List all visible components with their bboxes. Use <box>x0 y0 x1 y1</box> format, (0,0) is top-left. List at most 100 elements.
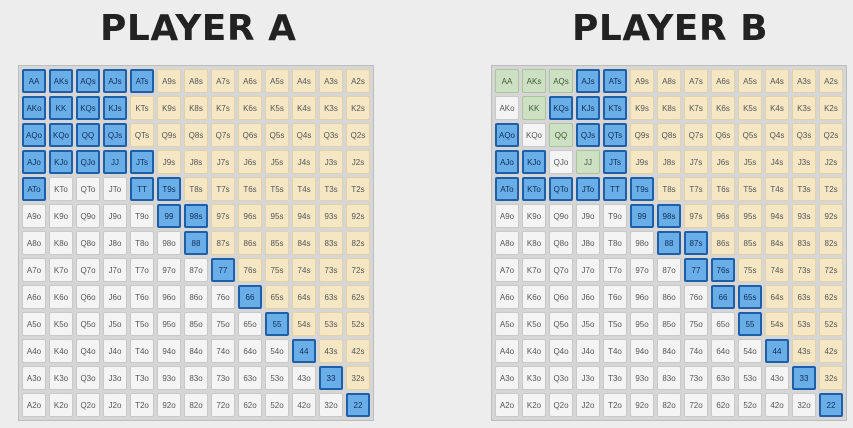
hand-cell-AKs[interactable]: AKs <box>522 69 546 93</box>
hand-cell-84o[interactable]: 84o <box>657 339 681 363</box>
hand-cell-JJ[interactable]: JJ <box>103 150 127 174</box>
hand-cell-T6s[interactable]: T6s <box>238 177 262 201</box>
hand-cell-A5o[interactable]: A5o <box>495 312 519 336</box>
hand-cell-Q3s[interactable]: Q3s <box>319 123 343 147</box>
hand-cell-K3s[interactable]: K3s <box>792 96 816 120</box>
hand-cell-86s[interactable]: 86s <box>711 231 735 255</box>
hand-cell-54s[interactable]: 54s <box>765 312 789 336</box>
hand-cell-KQo[interactable]: KQo <box>49 123 73 147</box>
hand-cell-74s[interactable]: 74s <box>292 258 316 282</box>
hand-cell-T8o[interactable]: T8o <box>130 231 154 255</box>
hand-cell-J7s[interactable]: J7s <box>684 150 708 174</box>
hand-cell-63s[interactable]: 63s <box>319 285 343 309</box>
hand-cell-95o[interactable]: 95o <box>157 312 181 336</box>
hand-cell-66[interactable]: 66 <box>238 285 262 309</box>
hand-cell-K8o[interactable]: K8o <box>522 231 546 255</box>
hand-cell-A9o[interactable]: A9o <box>22 204 46 228</box>
hand-cell-K6o[interactable]: K6o <box>49 285 73 309</box>
hand-cell-T2o[interactable]: T2o <box>603 393 627 417</box>
hand-cell-KQs[interactable]: KQs <box>549 96 573 120</box>
hand-cell-54s[interactable]: 54s <box>292 312 316 336</box>
hand-cell-A4o[interactable]: A4o <box>495 339 519 363</box>
hand-cell-JTs[interactable]: JTs <box>603 150 627 174</box>
hand-cell-J7o[interactable]: J7o <box>103 258 127 282</box>
hand-cell-65o[interactable]: 65o <box>711 312 735 336</box>
hand-cell-AQo[interactable]: AQo <box>22 123 46 147</box>
hand-cell-A9o[interactable]: A9o <box>495 204 519 228</box>
hand-cell-J9o[interactable]: J9o <box>576 204 600 228</box>
hand-cell-KQs[interactable]: KQs <box>76 96 100 120</box>
hand-cell-QTs[interactable]: QTs <box>603 123 627 147</box>
hand-cell-T9o[interactable]: T9o <box>130 204 154 228</box>
hand-cell-65s[interactable]: 65s <box>265 285 289 309</box>
hand-cell-74o[interactable]: 74o <box>211 339 235 363</box>
hand-cell-32s[interactable]: 32s <box>346 366 370 390</box>
hand-cell-KJs[interactable]: KJs <box>103 96 127 120</box>
hand-cell-K8s[interactable]: K8s <box>184 96 208 120</box>
hand-cell-K7s[interactable]: K7s <box>211 96 235 120</box>
hand-cell-KJo[interactable]: KJo <box>49 150 73 174</box>
hand-cell-K9o[interactable]: K9o <box>49 204 73 228</box>
hand-cell-A7o[interactable]: A7o <box>495 258 519 282</box>
hand-cell-J2o[interactable]: J2o <box>103 393 127 417</box>
hand-cell-Q8o[interactable]: Q8o <box>549 231 573 255</box>
hand-cell-K6s[interactable]: K6s <box>238 96 262 120</box>
hand-cell-43o[interactable]: 43o <box>292 366 316 390</box>
hand-cell-Q6o[interactable]: Q6o <box>549 285 573 309</box>
hand-cell-KK[interactable]: KK <box>522 96 546 120</box>
hand-cell-T6o[interactable]: T6o <box>130 285 154 309</box>
hand-cell-93s[interactable]: 93s <box>319 204 343 228</box>
hand-cell-AA[interactable]: AA <box>495 69 519 93</box>
hand-cell-KJs[interactable]: KJs <box>576 96 600 120</box>
hand-cell-K2s[interactable]: K2s <box>819 96 843 120</box>
hand-cell-KTs[interactable]: KTs <box>130 96 154 120</box>
hand-cell-52o[interactable]: 52o <box>265 393 289 417</box>
hand-cell-98o[interactable]: 98o <box>157 231 181 255</box>
hand-cell-K7o[interactable]: K7o <box>49 258 73 282</box>
hand-cell-T4s[interactable]: T4s <box>292 177 316 201</box>
hand-cell-76s[interactable]: 76s <box>238 258 262 282</box>
hand-cell-J3s[interactable]: J3s <box>319 150 343 174</box>
hand-cell-A3s[interactable]: A3s <box>319 69 343 93</box>
hand-cell-96s[interactable]: 96s <box>238 204 262 228</box>
hand-cell-A7s[interactable]: A7s <box>211 69 235 93</box>
hand-cell-AKo[interactable]: AKo <box>22 96 46 120</box>
hand-cell-A2s[interactable]: A2s <box>819 69 843 93</box>
hand-cell-32o[interactable]: 32o <box>792 393 816 417</box>
hand-cell-J2s[interactable]: J2s <box>819 150 843 174</box>
hand-cell-Q4o[interactable]: Q4o <box>549 339 573 363</box>
hand-cell-85o[interactable]: 85o <box>657 312 681 336</box>
hand-cell-97o[interactable]: 97o <box>630 258 654 282</box>
hand-cell-A9s[interactable]: A9s <box>630 69 654 93</box>
hand-cell-94o[interactable]: 94o <box>630 339 654 363</box>
hand-cell-K5s[interactable]: K5s <box>738 96 762 120</box>
hand-cell-J3o[interactable]: J3o <box>103 366 127 390</box>
hand-cell-K9s[interactable]: K9s <box>630 96 654 120</box>
hand-cell-T7s[interactable]: T7s <box>211 177 235 201</box>
hand-cell-KJo[interactable]: KJo <box>522 150 546 174</box>
hand-cell-T8o[interactable]: T8o <box>603 231 627 255</box>
hand-cell-QJo[interactable]: QJo <box>549 150 573 174</box>
hand-cell-J5s[interactable]: J5s <box>265 150 289 174</box>
hand-cell-T2s[interactable]: T2s <box>819 177 843 201</box>
hand-cell-J9s[interactable]: J9s <box>157 150 181 174</box>
hand-cell-42o[interactable]: 42o <box>292 393 316 417</box>
hand-cell-53o[interactable]: 53o <box>265 366 289 390</box>
hand-cell-99[interactable]: 99 <box>630 204 654 228</box>
hand-cell-Q4s[interactable]: Q4s <box>292 123 316 147</box>
hand-cell-85s[interactable]: 85s <box>265 231 289 255</box>
hand-cell-82o[interactable]: 82o <box>657 393 681 417</box>
hand-cell-T5s[interactable]: T5s <box>738 177 762 201</box>
hand-cell-QTo[interactable]: QTo <box>549 177 573 201</box>
hand-cell-Q5s[interactable]: Q5s <box>738 123 762 147</box>
hand-cell-93o[interactable]: 93o <box>630 366 654 390</box>
hand-cell-KK[interactable]: KK <box>49 96 73 120</box>
hand-cell-92o[interactable]: 92o <box>157 393 181 417</box>
hand-cell-T3s[interactable]: T3s <box>319 177 343 201</box>
hand-cell-22[interactable]: 22 <box>819 393 843 417</box>
hand-cell-K2o[interactable]: K2o <box>49 393 73 417</box>
hand-cell-63o[interactable]: 63o <box>711 366 735 390</box>
hand-cell-A4s[interactable]: A4s <box>292 69 316 93</box>
hand-cell-A8s[interactable]: A8s <box>184 69 208 93</box>
hand-cell-77[interactable]: 77 <box>211 258 235 282</box>
